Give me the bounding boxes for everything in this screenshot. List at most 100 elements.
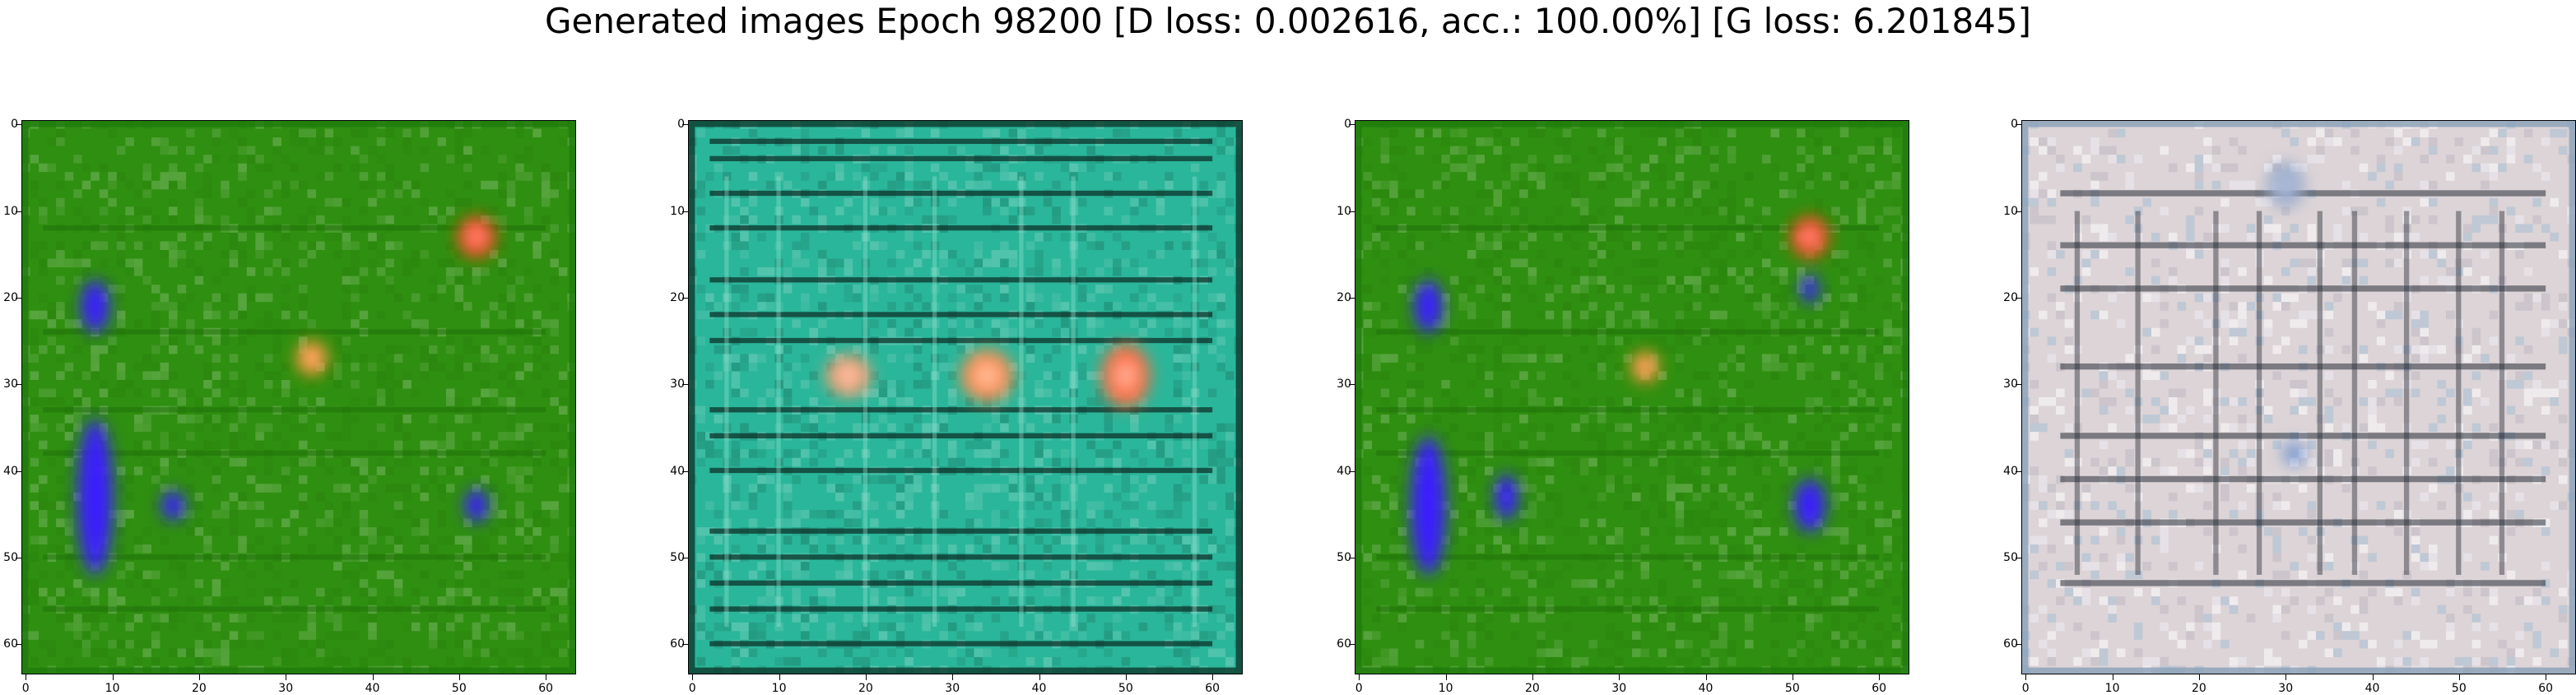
x-tick-label: 60 bbox=[1205, 682, 1221, 695]
y-tick-mark bbox=[1349, 644, 1355, 646]
x-tick-label: 50 bbox=[1118, 682, 1133, 695]
y-tick-mark bbox=[2016, 384, 2021, 386]
figure-title: Generated images Epoch 98200 [D loss: 0.… bbox=[544, 1, 2032, 41]
x-tick-label: 10 bbox=[771, 682, 787, 695]
y-tick-label: 30 bbox=[1337, 378, 1351, 392]
x-tick-mark bbox=[372, 674, 374, 680]
y-tick-label: 0 bbox=[677, 118, 685, 132]
y-tick-label: 30 bbox=[670, 378, 685, 392]
x-tick-mark bbox=[2458, 674, 2460, 680]
x-tick-label: 20 bbox=[858, 682, 873, 695]
y-tick-label: 10 bbox=[1337, 204, 1351, 218]
x-tick-mark bbox=[1212, 674, 1214, 680]
y-tick-label: 60 bbox=[1337, 637, 1351, 651]
x-tick-label: 20 bbox=[191, 682, 207, 695]
image-blob bbox=[465, 489, 488, 522]
y-tick-label: 50 bbox=[2003, 550, 2018, 564]
x-tick-mark bbox=[2285, 674, 2287, 680]
image-blob bbox=[1411, 436, 1446, 575]
y-tick-label: 20 bbox=[2003, 290, 2018, 304]
image-background bbox=[1355, 120, 1909, 674]
y-tick-label: 50 bbox=[1337, 550, 1351, 564]
x-tick-mark bbox=[692, 674, 694, 680]
image-blob bbox=[1495, 474, 1518, 520]
image-blob bbox=[81, 280, 109, 333]
x-tick-mark bbox=[458, 674, 460, 680]
x-tick-mark bbox=[1879, 674, 1881, 680]
x-tick-label: 0 bbox=[21, 682, 30, 695]
x-tick-label: 30 bbox=[278, 682, 294, 695]
x-tick-mark bbox=[1619, 674, 1620, 680]
y-tick-label: 30 bbox=[3, 378, 18, 392]
x-tick-label: 60 bbox=[2538, 682, 2554, 695]
y-tick-label: 50 bbox=[670, 550, 685, 564]
x-tick-label: 0 bbox=[688, 682, 696, 695]
y-tick-label: 40 bbox=[2003, 464, 2018, 478]
y-tick-label: 40 bbox=[3, 464, 18, 478]
x-tick-mark bbox=[112, 674, 114, 680]
x-tick-mark bbox=[1125, 674, 1127, 680]
x-tick-mark bbox=[1359, 674, 1360, 680]
x-tick-mark bbox=[952, 674, 954, 680]
y-tick-mark bbox=[2016, 124, 2021, 126]
generated-image bbox=[21, 120, 576, 674]
y-tick-label: 20 bbox=[670, 290, 685, 304]
y-tick-label: 0 bbox=[1344, 118, 1351, 132]
y-tick-mark bbox=[682, 124, 688, 126]
y-tick-mark bbox=[16, 384, 21, 386]
x-tick-label: 60 bbox=[1872, 682, 1887, 695]
y-tick-mark bbox=[16, 297, 21, 299]
image-blob bbox=[77, 419, 113, 575]
x-tick-mark bbox=[2198, 674, 2200, 680]
x-tick-mark bbox=[865, 674, 867, 680]
generated-image bbox=[2021, 120, 2576, 674]
y-tick-label: 0 bbox=[11, 118, 18, 132]
y-tick-label: 20 bbox=[1337, 290, 1351, 304]
x-tick-label: 0 bbox=[1355, 682, 1363, 695]
image-blob bbox=[1793, 480, 1825, 532]
x-tick-label: 40 bbox=[1031, 682, 1047, 695]
x-tick-mark bbox=[2025, 674, 2027, 680]
y-tick-label: 50 bbox=[3, 550, 18, 564]
y-tick-label: 60 bbox=[670, 637, 685, 651]
generated-image-panel-4: 0 10 20 30 40 50 60 0 10 20 30 40 50 60 bbox=[2003, 118, 2576, 695]
x-tick-mark bbox=[198, 674, 200, 680]
x-tick-label: 50 bbox=[1784, 682, 1800, 695]
x-tick-label: 20 bbox=[1524, 682, 1540, 695]
y-tick-label: 40 bbox=[670, 464, 685, 478]
x-tick-mark bbox=[1039, 674, 1040, 680]
x-tick-mark bbox=[2372, 674, 2374, 680]
y-tick-mark bbox=[2016, 297, 2021, 299]
x-tick-label: 30 bbox=[945, 682, 960, 695]
y-tick-mark bbox=[16, 470, 21, 472]
x-tick-mark bbox=[1532, 674, 1533, 680]
y-tick-mark bbox=[16, 211, 21, 212]
y-tick-label: 10 bbox=[670, 204, 685, 218]
image-blob bbox=[1801, 275, 1819, 303]
y-tick-label: 10 bbox=[3, 204, 18, 218]
y-tick-label: 40 bbox=[1337, 464, 1351, 478]
y-tick-mark bbox=[682, 384, 688, 386]
image-background bbox=[21, 120, 576, 674]
image-blob bbox=[1414, 280, 1443, 333]
y-tick-mark bbox=[682, 644, 688, 646]
x-tick-label: 10 bbox=[105, 682, 120, 695]
y-tick-label: 30 bbox=[2003, 378, 2018, 392]
y-tick-label: 60 bbox=[2003, 637, 2018, 651]
y-tick-mark bbox=[682, 211, 688, 212]
x-tick-label: 0 bbox=[2021, 682, 2030, 695]
x-tick-label: 50 bbox=[451, 682, 467, 695]
y-tick-mark bbox=[682, 297, 688, 299]
y-tick-mark bbox=[16, 124, 21, 126]
x-tick-label: 30 bbox=[1611, 682, 1627, 695]
image-texture bbox=[21, 120, 576, 674]
y-tick-mark bbox=[1349, 297, 1355, 299]
x-tick-mark bbox=[1445, 674, 1447, 680]
y-tick-mark bbox=[2016, 470, 2021, 472]
x-tick-label: 20 bbox=[2191, 682, 2206, 695]
x-tick-label: 10 bbox=[1438, 682, 1453, 695]
y-tick-mark bbox=[2016, 211, 2021, 212]
y-tick-mark bbox=[1349, 384, 1355, 386]
y-tick-label: 0 bbox=[2011, 118, 2018, 132]
y-tick-mark bbox=[1349, 211, 1355, 212]
